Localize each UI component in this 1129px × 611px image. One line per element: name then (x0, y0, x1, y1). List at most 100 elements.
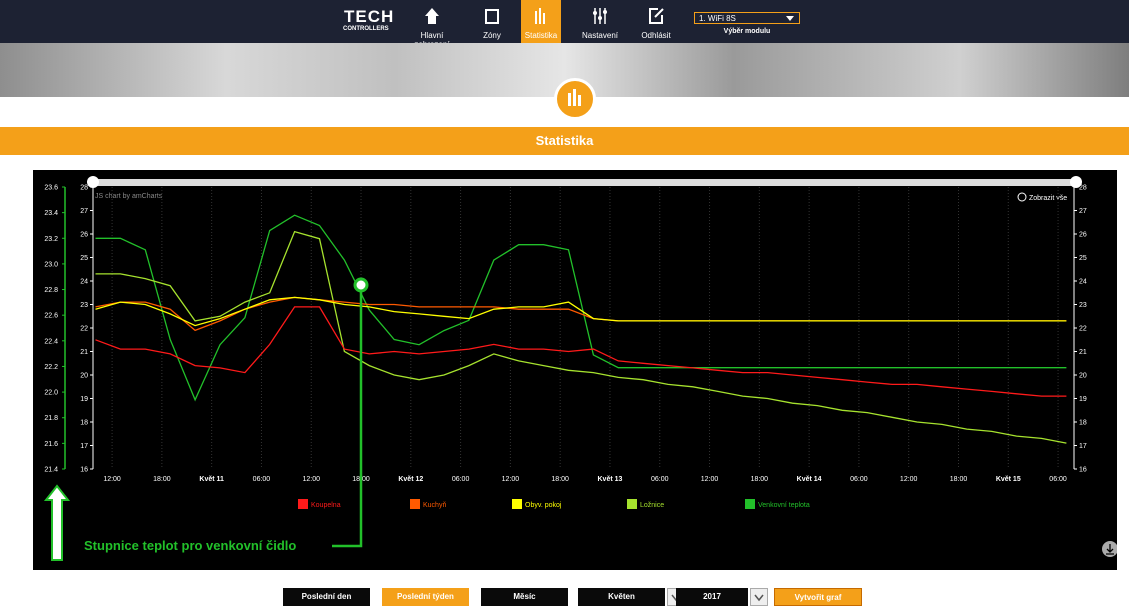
x-tick-label: 06:00 (253, 476, 271, 483)
y2-tick-label: 22.6 (44, 313, 58, 320)
y2-tick-label: 23.0 (44, 261, 58, 268)
submit-button[interactable]: Vytvořit graf (774, 588, 862, 606)
y-tick-label-right: 21 (1079, 349, 1087, 356)
legend-label[interactable]: Kuchyň (423, 502, 446, 509)
x-tick-label: Květ 11 (199, 476, 224, 483)
nav-item[interactable]: Hlavní zobrazení (404, 0, 460, 43)
nav-label: Nastavení (572, 31, 628, 40)
y2-tick-label: 23.4 (44, 210, 58, 217)
page: {"nav":{"logo":"TECH","logo_sub":"CONTRO… (0, 0, 1129, 611)
legend-swatch (298, 499, 308, 509)
y2-tick-label: 22.2 (44, 364, 58, 371)
nav-item-active[interactable]: Statistika (521, 0, 561, 43)
y-tick-label-right: 22 (1079, 326, 1087, 333)
y2-tick-label: 21.6 (44, 441, 58, 448)
x-tick-label: 18:00 (153, 476, 171, 483)
nav-item[interactable]: Zóny (464, 0, 520, 43)
y-tick-label-right: 19 (1079, 396, 1087, 403)
scrollbar (93, 179, 1073, 186)
annotation-text: Stupnice teplot pro venkovní čidlo (84, 538, 296, 553)
x-tick-label: Květ 12 (398, 476, 423, 483)
section-icon (554, 78, 596, 120)
y-tick-label-right: 25 (1079, 255, 1087, 262)
legend-label[interactable]: Obyv. pokoj (525, 502, 562, 509)
y-tick-label: 25 (80, 255, 88, 262)
module-select[interactable]: 1. WiFi 8S (694, 12, 800, 24)
y2-tick-label: 22.8 (44, 287, 58, 294)
x-tick-label: 18:00 (551, 476, 569, 483)
button-active[interactable]: Poslední týden (382, 588, 469, 606)
y-tick-label-right: 16 (1079, 467, 1087, 474)
x-tick-label: 12:00 (502, 476, 520, 483)
y2-tick-label: 21.4 (44, 467, 58, 474)
logo-sub: CONTROLLERS (343, 26, 389, 32)
y-tick-label: 22 (80, 326, 88, 333)
x-tick-label: 06:00 (452, 476, 470, 483)
series-line (96, 232, 1067, 444)
annotation-arrow (46, 486, 68, 560)
y2-tick-label: 21.8 (44, 415, 58, 422)
month-select[interactable]: Květen (578, 588, 665, 606)
y-tick-label-right: 26 (1079, 232, 1087, 239)
y2-tick-label: 23.6 (44, 185, 58, 192)
y-tick-label: 19 (80, 396, 88, 403)
y-tick-label: 21 (80, 349, 88, 356)
button[interactable]: Poslední den (283, 588, 370, 606)
x-tick-label: 12:00 (900, 476, 918, 483)
y-tick-label: 27 (80, 208, 88, 215)
nav-label: Zóny (464, 31, 520, 40)
nav-label: Statistika (521, 31, 561, 40)
y-tick-label-right: 18 (1079, 420, 1087, 427)
y-tick-label: 20 (80, 373, 88, 380)
nav-item[interactable]: Odhlásit (628, 0, 684, 43)
y2-tick-label: 22.0 (44, 390, 58, 397)
legend-swatch (410, 499, 420, 509)
y-tick-label: 28 (80, 185, 88, 192)
legend-label[interactable]: Venkovní teplota (758, 502, 810, 509)
x-tick-label: 12:00 (302, 476, 320, 483)
y-tick-label-right: 17 (1079, 443, 1087, 450)
nav-item[interactable]: Nastavení (572, 0, 628, 43)
x-tick-label: 12:00 (701, 476, 719, 483)
x-tick-label: 18:00 (950, 476, 968, 483)
y-tick-label-right: 27 (1079, 208, 1087, 215)
y2-tick-label: 22.4 (44, 338, 58, 345)
legend-swatch (627, 499, 637, 509)
y-tick-label: 24 (80, 279, 88, 286)
zoom-icon (1018, 193, 1026, 201)
y-tick-label: 16 (80, 467, 88, 474)
y-tick-label-right: 20 (1079, 373, 1087, 380)
legend-label[interactable]: Ložnice (640, 502, 664, 509)
section-title: Statistika (0, 127, 1129, 155)
select-arrow[interactable] (750, 588, 768, 606)
button[interactable]: Měsíc (481, 588, 568, 606)
y-tick-label: 18 (80, 420, 88, 427)
y-tick-label-right: 23 (1079, 302, 1087, 309)
logo: TECH (344, 7, 394, 27)
module-label: Výběr modulu (694, 28, 800, 35)
y-tick-label-right: 28 (1079, 185, 1087, 192)
y-tick-label: 26 (80, 232, 88, 239)
nav-label: Odhlásit (628, 31, 684, 40)
legend-swatch (745, 499, 755, 509)
legend-swatch (512, 499, 522, 509)
legend-label[interactable]: Koupelna (311, 502, 341, 509)
x-tick-label: Květ 13 (598, 476, 623, 483)
annotation-point (355, 279, 367, 291)
zoom-out-button[interactable]: Zobrazit vše (1029, 195, 1067, 202)
y-tick-label-right: 24 (1079, 279, 1087, 286)
x-tick-label: Květ 14 (797, 476, 822, 483)
y2-tick-label: 23.2 (44, 236, 58, 243)
y-tick-label: 17 (80, 443, 88, 450)
x-tick-label: 06:00 (850, 476, 868, 483)
x-tick-label: 06:00 (651, 476, 669, 483)
module-value: 1. WiFi 8S (699, 14, 736, 23)
year-select[interactable]: 2017 (676, 588, 748, 606)
x-tick-label: Květ 15 (996, 476, 1021, 483)
scroll-handle[interactable] (87, 176, 99, 188)
top-nav: TECH CONTROLLERS Hlavní zobrazení Zóny S… (0, 0, 1129, 43)
x-tick-label: 12:00 (103, 476, 121, 483)
x-tick-label: 06:00 (1049, 476, 1067, 483)
